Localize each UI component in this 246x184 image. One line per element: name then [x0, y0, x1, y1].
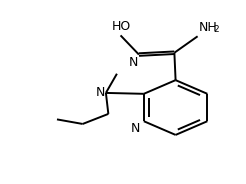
Text: 2: 2: [213, 25, 219, 34]
Text: N: N: [95, 86, 105, 98]
Text: N: N: [131, 122, 140, 135]
Text: HO: HO: [112, 20, 131, 33]
Text: NH: NH: [199, 21, 217, 33]
Text: N: N: [128, 56, 138, 69]
